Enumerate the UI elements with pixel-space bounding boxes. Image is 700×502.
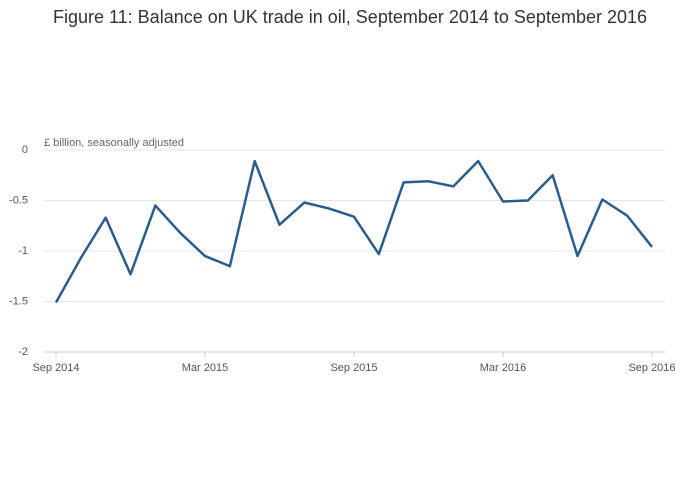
- y-tick-label: -1: [18, 245, 28, 257]
- y-tick-label: -2: [18, 346, 28, 358]
- y-axis-label: £ billion, seasonally adjusted: [44, 137, 184, 149]
- chart-title: Figure 11: Balance on UK trade in oil, S…: [53, 7, 647, 27]
- x-tick-label: Sep 2014: [32, 362, 79, 374]
- x-tick-label: Mar 2016: [480, 362, 526, 374]
- y-tick-label: -1.5: [9, 295, 28, 307]
- x-tick-label: Sep 2015: [330, 362, 377, 374]
- y-tick-label: 0: [22, 144, 28, 156]
- x-tick-label: Sep 2016: [628, 362, 675, 374]
- data-line: [54, 159, 653, 304]
- y-tick-label: -0.5: [9, 194, 28, 206]
- x-tick-label: Mar 2015: [182, 362, 228, 374]
